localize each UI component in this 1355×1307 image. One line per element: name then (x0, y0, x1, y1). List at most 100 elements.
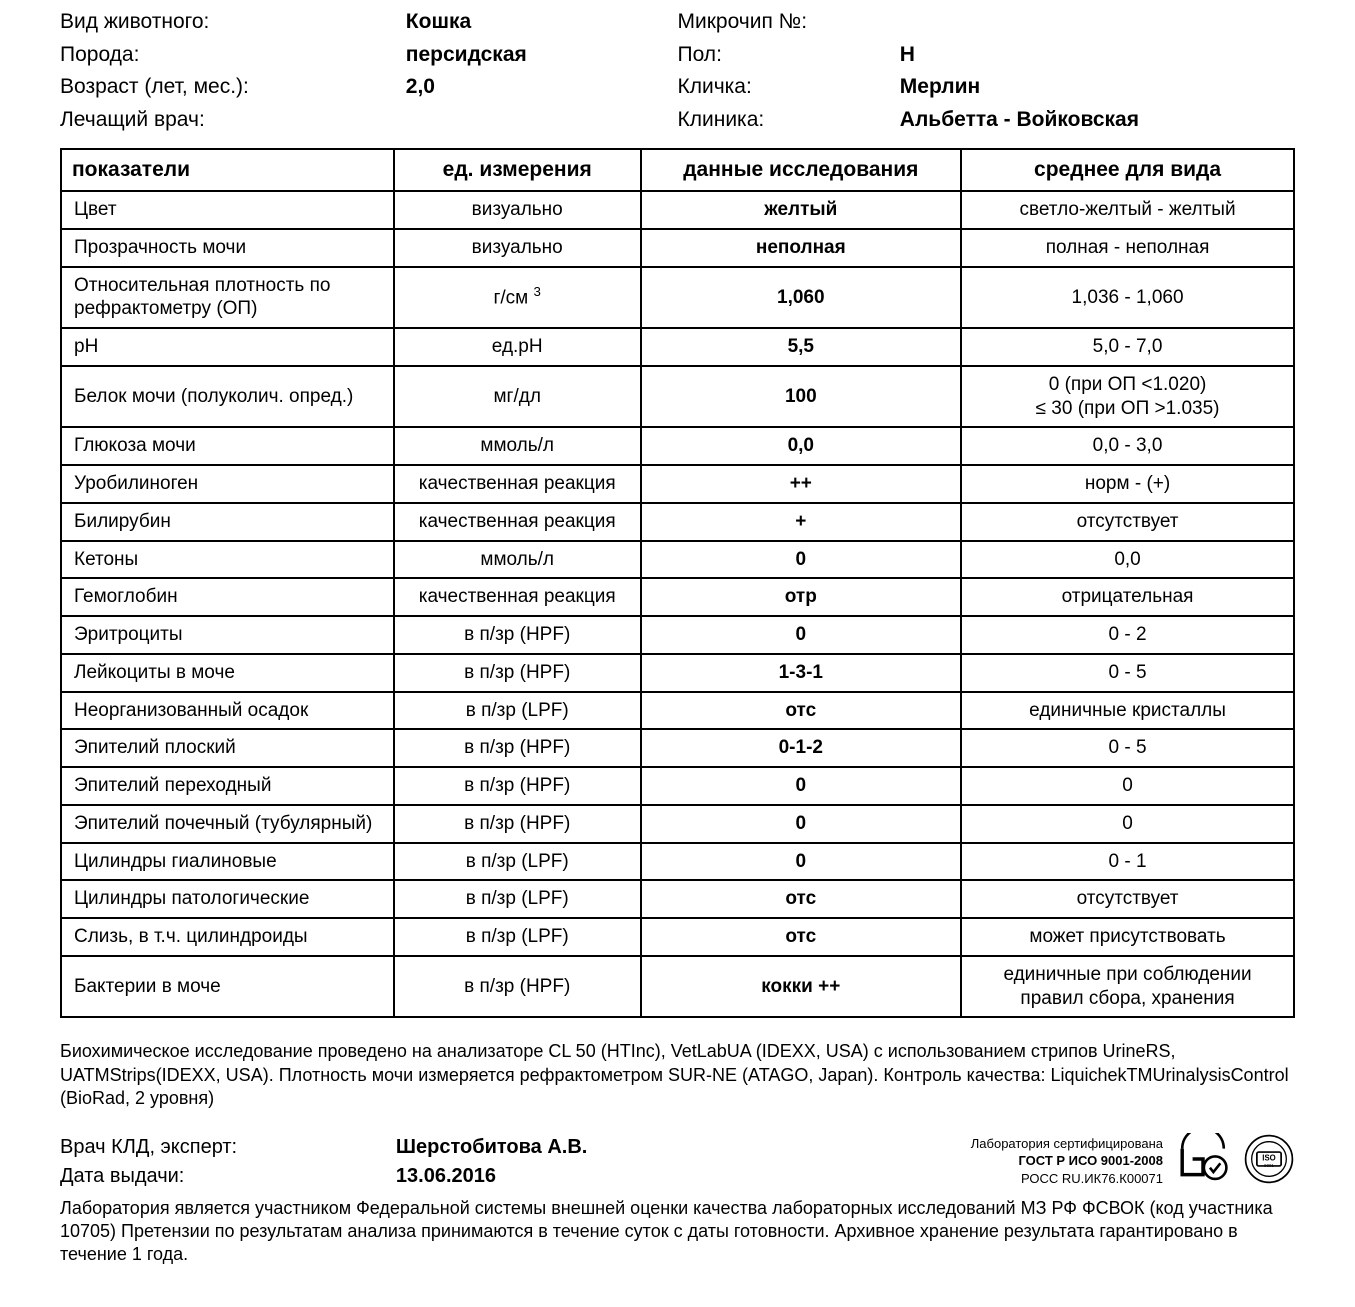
cell-indicator: Эпителий почечный (тубулярный) (61, 805, 394, 843)
cell-result: отс (641, 880, 962, 918)
cell-unit: ммоль/л (394, 541, 641, 579)
cell-result: 1,060 (641, 267, 962, 329)
cell-indicator: Эпителий переходный (61, 767, 394, 805)
meta-label: Пол: (678, 39, 900, 72)
table-row: Эпителий почечный (тубулярный)в п/зр (HP… (61, 805, 1294, 843)
table-row: Бактерии в мочев п/зр (HPF)кокки ++едини… (61, 956, 1294, 1018)
cell-reference: отрицательная (961, 578, 1294, 616)
cell-indicator: Эпителий плоский (61, 729, 394, 767)
meta-value: Альбетта - Войковская (900, 104, 1295, 137)
cell-result: 0,0 (641, 427, 962, 465)
table-row: Лейкоциты в мочев п/зр (HPF)1-3-10 - 5 (61, 654, 1294, 692)
cell-result: отр (641, 578, 962, 616)
cell-indicator: Относительная плотность по рефрактометру… (61, 267, 394, 329)
cell-reference: 0,0 (961, 541, 1294, 579)
cell-indicator: Кетоны (61, 541, 394, 579)
table-row: Билирубинкачественная реакция+отсутствуе… (61, 503, 1294, 541)
meta-label: Вид животного: (60, 6, 406, 39)
table-row: Глюкоза мочиммоль/л0,00,0 - 3,0 (61, 427, 1294, 465)
cell-result: 0 (641, 767, 962, 805)
table-row: Белок мочи (полуколич. опред.)мг/дл1000 … (61, 366, 1294, 428)
meta-label: Лечащий врач: (60, 104, 406, 137)
cell-unit: в п/зр (LPF) (394, 880, 641, 918)
cert-line1: Лаборатория сертифицирована (971, 1135, 1163, 1153)
cell-result: 0 (641, 805, 962, 843)
cell-indicator: Цилиндры гиалиновые (61, 843, 394, 881)
cell-reference: 1,036 - 1,060 (961, 267, 1294, 329)
cert-line3: РОСС RU.ИК76.К00071 (971, 1170, 1163, 1188)
table-header-row: показатели ед. измерения данные исследов… (61, 149, 1294, 191)
cell-unit: в п/зр (HPF) (394, 729, 641, 767)
cell-indicator: Цилиндры патологические (61, 880, 394, 918)
patient-meta: Вид животного:Порода:Возраст (лет, мес.)… (60, 0, 1295, 148)
cell-indicator: Билирубин (61, 503, 394, 541)
cell-unit: визуально (394, 229, 641, 267)
certification-text: Лаборатория сертифицирована ГОСТ Р ИСО 9… (971, 1133, 1163, 1188)
meta-right-values: НМерлинАльбетта - Войковская (900, 6, 1295, 136)
cell-indicator: Бактерии в моче (61, 956, 394, 1018)
th-reference: среднее для вида (961, 149, 1294, 191)
meta-value: персидская (406, 39, 678, 72)
cell-result: 0-1-2 (641, 729, 962, 767)
doctor-label: Врач КЛД, эксперт: (60, 1133, 396, 1162)
cell-result: 0 (641, 843, 962, 881)
cell-result: ++ (641, 465, 962, 503)
cell-indicator: Эритроциты (61, 616, 394, 654)
cell-result: 0 (641, 541, 962, 579)
th-indicator: показатели (61, 149, 394, 191)
cell-reference: светло-желтый - желтый (961, 191, 1294, 229)
cell-unit: ед.рН (394, 328, 641, 366)
cell-indicator: рН (61, 328, 394, 366)
cell-indicator: Цвет (61, 191, 394, 229)
signoff-left: Врач КЛД, эксперт: Дата выдачи: Шерстоби… (60, 1133, 900, 1191)
table-row: Эпителий плоскийв п/зр (HPF)0-1-20 - 5 (61, 729, 1294, 767)
cell-reference: единичные кристаллы (961, 692, 1294, 730)
cell-reference: может присутствовать (961, 918, 1294, 956)
cell-reference: 0 - 1 (961, 843, 1294, 881)
meta-label: Возраст (лет, мес.): (60, 71, 406, 104)
cell-unit: визуально (394, 191, 641, 229)
cell-reference: 0,0 - 3,0 (961, 427, 1294, 465)
cell-unit: г/см 3 (394, 267, 641, 329)
table-row: Относительная плотность по рефрактометру… (61, 267, 1294, 329)
cell-indicator: Гемоглобин (61, 578, 394, 616)
table-row: Гемоглобинкачественная реакцияотротрицат… (61, 578, 1294, 616)
cell-result: 1-3-1 (641, 654, 962, 692)
cell-indicator: Неорганизованный осадок (61, 692, 394, 730)
th-result: данные исследования (641, 149, 962, 191)
meta-value: Кошка (406, 6, 678, 39)
cell-unit: в п/зр (HPF) (394, 654, 641, 692)
cell-unit: мг/дл (394, 366, 641, 428)
meta-left-values: Кошкаперсидская2,0 (406, 6, 678, 136)
cell-unit: в п/зр (HPF) (394, 616, 641, 654)
meta-right: Микрочип №:Пол:Кличка:Клиника: НМерлинАл… (678, 6, 1296, 136)
date-label: Дата выдачи: (60, 1162, 396, 1191)
cell-indicator: Лейкоциты в моче (61, 654, 394, 692)
report-inner: Вид животного:Порода:Возраст (лет, мес.)… (0, 0, 1355, 1307)
cell-result: 0 (641, 616, 962, 654)
table-row: Цветвизуальножелтыйсветло-желтый - желты… (61, 191, 1294, 229)
cell-reference: 0 - 5 (961, 654, 1294, 692)
table-row: рНед.рН5,55,0 - 7,0 (61, 328, 1294, 366)
cell-unit: в п/зр (LPF) (394, 843, 641, 881)
table-row: Уробилиногенкачественная реакция++норм -… (61, 465, 1294, 503)
cell-reference: 0 (961, 805, 1294, 843)
cell-indicator: Глюкоза мочи (61, 427, 394, 465)
cell-reference: 0 (961, 767, 1294, 805)
cell-reference: норм - (+) (961, 465, 1294, 503)
meta-value: Н (900, 39, 1295, 72)
cell-reference: 5,0 - 7,0 (961, 328, 1294, 366)
meta-label: Клиника: (678, 104, 900, 137)
cell-reference: 0 (при ОП <1.020)≤ 30 (при ОП >1.035) (961, 366, 1294, 428)
cell-unit: качественная реакция (394, 465, 641, 503)
results-tbody: Цветвизуальножелтыйсветло-желтый - желты… (61, 191, 1294, 1017)
table-row: Слизь, в т.ч. цилиндроидыв п/зр (LPF)отс… (61, 918, 1294, 956)
cell-indicator: Слизь, в т.ч. цилиндроиды (61, 918, 394, 956)
meta-value: Мерлин (900, 71, 1295, 104)
cell-unit: ммоль/л (394, 427, 641, 465)
meta-left: Вид животного:Порода:Возраст (лет, мес.)… (60, 6, 678, 136)
cell-unit: в п/зр (LPF) (394, 918, 641, 956)
certification-block: Лаборатория сертифицирована ГОСТ Р ИСО 9… (900, 1133, 1295, 1188)
meta-label: Порода: (60, 39, 406, 72)
cell-result: 5,5 (641, 328, 962, 366)
